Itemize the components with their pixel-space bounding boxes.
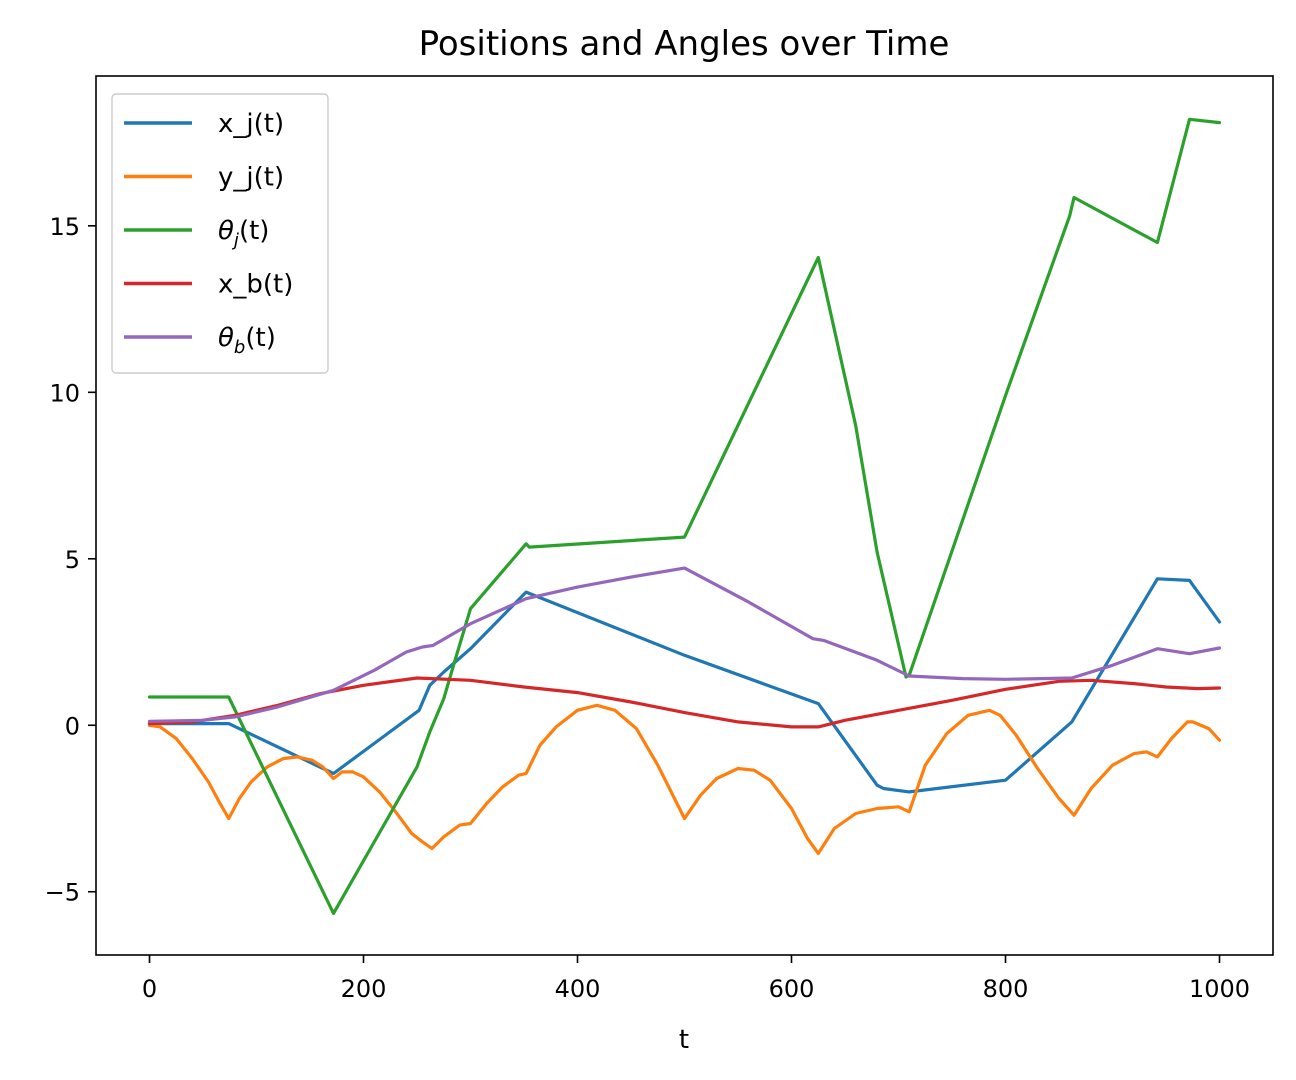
series-line-1 <box>147 577 1222 794</box>
series-line-5 <box>147 566 1222 723</box>
legend: x_j(t)y_j(t)θj(t)x_b(t)θb(t) <box>111 93 329 374</box>
legend-label-4: x_b(t) <box>218 270 293 300</box>
legend-label-suffix: (t) <box>254 109 284 139</box>
x-tick-label: 800 <box>983 975 1029 1003</box>
y-tick-label: 10 <box>49 379 80 407</box>
legend-label-base: y_j <box>218 163 254 193</box>
legend-label-1: x_j(t) <box>218 109 284 139</box>
legend-label-subscript: j <box>231 230 239 251</box>
legend-label-suffix: (t) <box>245 323 275 353</box>
legend-label-2: y_j(t) <box>218 163 284 193</box>
x-tick-label: 1000 <box>1189 975 1250 1003</box>
legend-label-base: x_j <box>218 109 254 139</box>
series-line-3 <box>147 117 1222 916</box>
legend-label-suffix: (t) <box>263 270 293 300</box>
chart-title: Positions and Angles over Time <box>419 24 950 64</box>
x-axis-label: t <box>679 1025 689 1055</box>
y-tick-label: 5 <box>65 546 80 574</box>
y-tick-label: 15 <box>49 213 80 241</box>
legend-label-suffix: (t) <box>254 163 284 193</box>
legend-label-base: θ <box>218 323 234 353</box>
series-layer <box>147 117 1222 916</box>
x-tick-label: 600 <box>769 975 815 1003</box>
legend-label-base: x_b <box>218 270 263 300</box>
y-tick-label: 0 <box>65 712 80 740</box>
plot-area <box>95 75 1274 956</box>
y-tick-label: −5 <box>45 879 80 907</box>
y-axis: −5 0 5 10 15 <box>45 213 96 907</box>
legend-label-suffix: (t) <box>239 216 269 246</box>
legend-frame <box>111 93 329 374</box>
x-axis: 0 200 400 600 800 1000 <box>142 955 1250 1003</box>
legend-label-5: θb(t) <box>218 323 276 358</box>
x-tick-label: 400 <box>555 975 601 1003</box>
x-tick-label: 200 <box>341 975 387 1003</box>
series-line-2 <box>147 703 1222 856</box>
legend-label-3: θj(t) <box>218 216 269 251</box>
legend-label-base: θ <box>218 216 234 246</box>
x-tick-label: 0 <box>142 975 157 1003</box>
legend-label-subscript: b <box>234 337 245 358</box>
